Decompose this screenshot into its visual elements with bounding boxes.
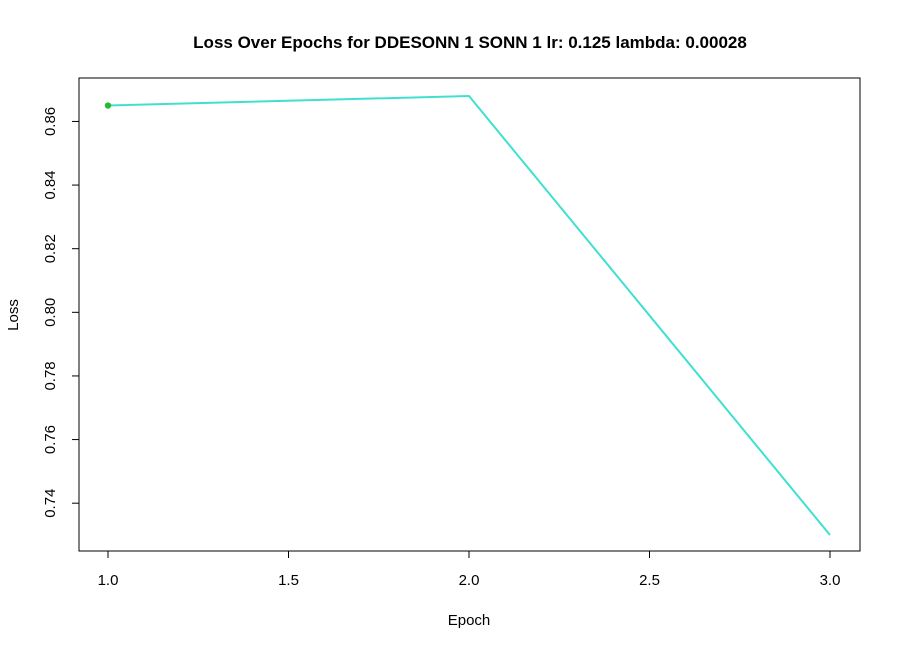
y-tick-label: 0.84 — [42, 170, 59, 199]
x-tick-label: 3.0 — [820, 572, 841, 589]
chart-title: Loss Over Epochs for DDESONN 1 SONN 1 lr… — [193, 33, 747, 52]
y-tick-label: 0.74 — [42, 489, 59, 518]
series-layer — [104, 94, 831, 536]
y-axis: 0.74 0.76 0.78 0.80 0.82 0.84 0.86 — [42, 107, 80, 518]
y-tick-label: 0.78 — [42, 361, 59, 390]
y-tick-label: 0.76 — [42, 425, 59, 454]
x-axis-label: Epoch — [448, 612, 491, 629]
x-tick-label: 2.5 — [639, 572, 660, 589]
y-tick-label: 0.82 — [42, 234, 59, 263]
loss-data-point — [104, 102, 112, 109]
x-tick-label: 1.5 — [278, 572, 299, 589]
y-axis-label: Loss — [5, 299, 22, 331]
x-tick-label: 1.0 — [98, 572, 119, 589]
x-axis: 1.0 1.5 2.0 2.5 3.0 — [98, 550, 841, 589]
loss-series-line — [107, 94, 831, 536]
y-tick-label: 0.80 — [42, 298, 59, 327]
x-tick-label: 2.0 — [459, 572, 480, 589]
y-tick-label: 0.86 — [42, 107, 59, 136]
plot-frame — [78, 77, 861, 552]
